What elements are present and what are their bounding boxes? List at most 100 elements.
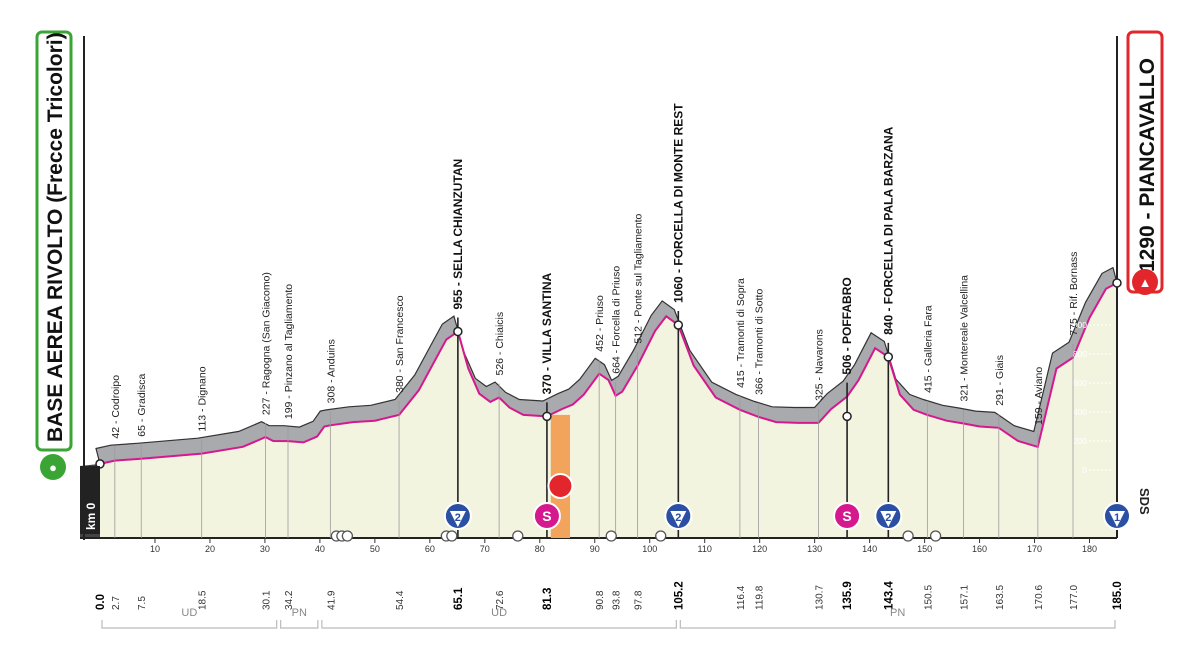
distance-label: 54.4 [395, 590, 406, 610]
place-label: 159 - Aviano [1033, 367, 1045, 425]
grid-layer: 0 200 400 600 800 1000 [1068, 320, 1111, 475]
sprint-label: S [842, 508, 851, 524]
place-label: 366 - Tramonti di Sotto [754, 289, 766, 395]
finish-box: 1290 - PIANCAVALLO ▲ [1126, 30, 1164, 295]
distance-label: 65.1 [453, 587, 465, 610]
distance-label: 0.0 [95, 594, 107, 610]
region-bracket [321, 620, 677, 629]
place-label: 526 - Chiaicis [494, 312, 506, 376]
tunnel-icon [341, 530, 354, 542]
region-label: UD [181, 607, 197, 619]
distance-label: 7.5 [137, 596, 148, 610]
profile-area [100, 283, 1117, 538]
distance-label: 119.8 [755, 585, 766, 610]
climb-finish-icon: ▲ [1139, 275, 1152, 290]
climb-badge-triangle [880, 511, 897, 527]
place-label: 840 - FORCELLA DI PALA BARZANA [881, 126, 895, 335]
km-tick-label: 30 [260, 544, 270, 554]
sds-label: SDS [1137, 488, 1152, 515]
altitude-tick-label: 400 [1073, 407, 1087, 417]
distance-label: 163.5 [995, 585, 1006, 610]
place-label: 380 - San Francesco [394, 295, 406, 393]
distance-label: 90.8 [595, 590, 606, 610]
start-name: BASE AEREA RIVOLTO (Frecce Tricolori) [44, 32, 67, 442]
distance-label: 105.2 [673, 581, 685, 610]
distance-label: 34.2 [284, 590, 295, 610]
place-label: 321 - Montereale Valcellina [959, 275, 971, 402]
start-box: BASE AEREA RIVOLTO (Frecce Tricolori) ● [35, 30, 73, 480]
distance-label: 116.4 [736, 585, 747, 610]
distance-label: 41.9 [326, 590, 337, 610]
place-labels: 42 - Codroipo 65 - Gradisca 113 - Dignano 2… [110, 103, 1080, 538]
climb-category: 1 [1114, 512, 1120, 524]
place-label: 512 - Ponte sul Tagliamento [633, 213, 645, 343]
start-icon [40, 454, 66, 480]
distance-label: 143.4 [883, 581, 895, 610]
place-label: 664 - Forcella di Priuso [611, 266, 623, 374]
tunnel-icon [655, 530, 667, 542]
tunnel-icon [446, 530, 458, 542]
km-tick-label: 150 [917, 544, 932, 554]
finish-name: PIANCAVALLO [1136, 58, 1159, 207]
markers-layer: 2 2 2 1 S S [95, 278, 1131, 542]
place-label: 415 - Galleria Fara [922, 305, 934, 393]
summit-point [453, 326, 463, 337]
distance-label: 185.0 [1112, 581, 1124, 610]
km-tick-label: 10 [150, 544, 160, 554]
summit-point [1112, 278, 1122, 288]
distance-label: 177.0 [1069, 585, 1080, 610]
start-box-frame [35, 30, 73, 452]
distance-label: 93.8 [612, 590, 623, 610]
km-zero-tag-bg [80, 466, 100, 534]
finish-label: 1290 - PIANCAVALLO [1136, 58, 1159, 272]
altitude-tick-label: 0 [1082, 465, 1087, 475]
tunnel-icon [929, 530, 942, 542]
place-label: 452 - Priuso [594, 295, 606, 352]
place-label: 370 - VILLA SANTINA [540, 272, 554, 394]
finish-icon [1132, 269, 1158, 295]
tunnel-icon [512, 530, 524, 542]
km-tick-label: 130 [807, 544, 822, 554]
climb-badge-triangle [449, 511, 466, 527]
tunnel-icon [605, 530, 617, 542]
km-tick-label: 90 [590, 544, 600, 554]
km-zero-tag: km 0 [80, 466, 100, 534]
climb-category: 2 [675, 512, 681, 524]
km-tick-label: 110 [698, 544, 712, 554]
distance-label: 2.7 [111, 596, 122, 610]
sprint-point [542, 411, 552, 422]
sprint-label: S [542, 508, 551, 524]
cyclist-icon: ● [49, 460, 57, 475]
distance-label: 97.8 [634, 590, 645, 610]
km-tick-label: 40 [315, 544, 325, 554]
km-tick-label: 20 [205, 544, 215, 554]
region-bracket [101, 620, 278, 629]
distance-label: 135.9 [842, 581, 854, 610]
km-tick-label: 70 [480, 544, 490, 554]
km-tick-label: 180 [1082, 544, 1097, 554]
place-label: 308 - Anduins [325, 339, 337, 403]
sprint-badge [532, 502, 561, 530]
place-label: 775 - Rif. Bornass [1068, 252, 1080, 336]
distance-label: 30.1 [261, 590, 272, 610]
distance-axis: 10 20 30 40 50 60 70 80 90 100 110 120 130 140 150 160 1… [95, 538, 1124, 610]
climb-badge-triangle [670, 511, 687, 527]
distance-label: 72.6 [495, 590, 506, 610]
distance-label: 81.3 [542, 588, 554, 610]
sprint-point [842, 411, 852, 422]
place-label: 227 - Ragogna (San Giacomo) [260, 272, 272, 415]
place-label: 1060 - FORCELLA DI MONTE REST [671, 103, 685, 303]
finish-separator: - [1136, 207, 1159, 226]
km-tick-label: 60 [425, 544, 435, 554]
climb-category: 2 [885, 512, 891, 524]
km-tick-label: 80 [535, 544, 545, 554]
place-label: 42 - Codroipo [110, 375, 122, 439]
place-label: 65 - Gradisca [136, 374, 148, 437]
distance-label: 170.6 [1034, 585, 1045, 610]
km-tick-label: 50 [370, 544, 380, 554]
feed-zone-icon [547, 473, 574, 499]
km-tick-label: 120 [752, 544, 767, 554]
place-label: 199 - Pinzano al Tagliamento [283, 284, 295, 419]
km-tick-label: 100 [642, 544, 657, 554]
